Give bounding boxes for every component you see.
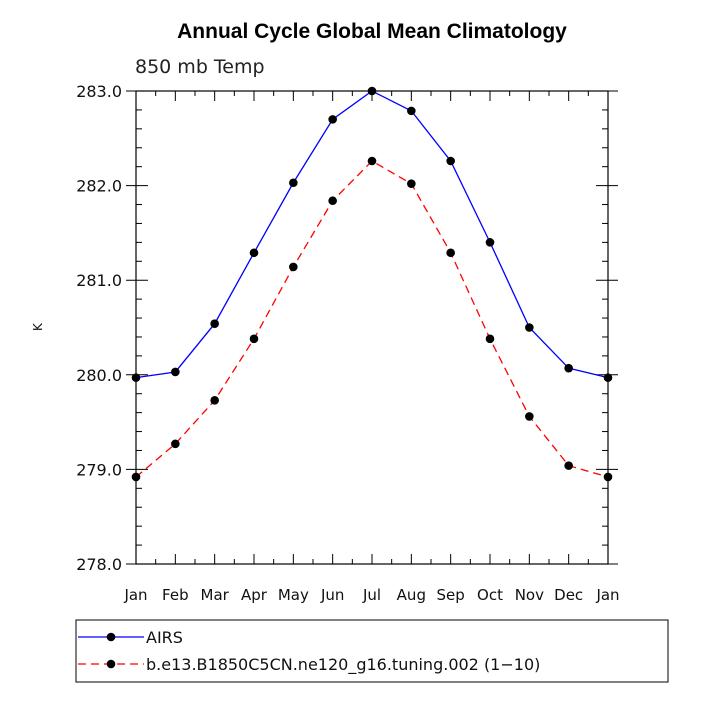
series-1-point <box>210 319 219 329</box>
y-tick-label: 278.0 <box>76 555 122 574</box>
series-2-point <box>131 472 141 482</box>
legend-label-1: AIRS <box>146 628 183 647</box>
series-1-point <box>328 115 337 124</box>
x-tick-label: Jan <box>123 586 147 604</box>
x-tick-labels: Jan Feb Mar Apr May Jun Jul Aug Sep Oct Nov Dec Jan <box>123 586 619 604</box>
series-1-point <box>131 373 141 382</box>
series-2-point <box>525 412 534 421</box>
legend-box <box>75 619 669 683</box>
series-1-point <box>446 156 455 166</box>
series-group <box>131 86 613 482</box>
x-tick-label: Jun <box>320 586 344 604</box>
series-2-point <box>407 179 416 189</box>
legend-label-2: b.e13.B1850C5CN.ne120_g16.tuning.002 (1−… <box>146 655 540 675</box>
y-axis-label: K <box>31 322 45 331</box>
x-tick-label: Feb <box>162 586 189 604</box>
series-1-point <box>564 363 573 373</box>
series-line-1 <box>135 90 609 379</box>
x-tick-label: Nov <box>515 586 544 604</box>
series-1-point <box>367 86 377 96</box>
x-tick-label: Oct <box>477 586 503 604</box>
x-tick-label: Aug <box>397 586 426 604</box>
x-tick-label: May <box>278 586 309 604</box>
series-2-point <box>328 196 337 206</box>
series-2-point <box>603 472 613 482</box>
x-tick-label: Jul <box>362 586 381 604</box>
legend-marker-1 <box>106 632 116 642</box>
y-tick-label: 281.0 <box>76 271 122 290</box>
legend: AIRS b.e13.B1850C5CN.ne120_g16.tuning.002… <box>75 619 669 683</box>
series-2-point <box>485 334 495 344</box>
chart-title: Annual Cycle Global Mean Climatology <box>177 20 567 43</box>
y-tick-label: 279.0 <box>76 460 122 479</box>
chart-subtitle: 850 mb Temp <box>135 56 265 78</box>
series-1-point <box>485 238 495 247</box>
y-tick-labels: 278.0 279.0 280.0 281.0 282.0 283.0 <box>76 82 122 574</box>
y-tick-label: 282.0 <box>76 177 122 196</box>
y-tick-label: 280.0 <box>76 366 122 385</box>
series-2-point <box>171 439 180 449</box>
x-tick-label: Sep <box>437 586 465 604</box>
series-1-point <box>289 178 298 188</box>
series-2-point <box>367 156 377 166</box>
x-tick-label: Dec <box>554 586 583 604</box>
y-tick-label: 283.0 <box>76 82 122 101</box>
series-2-point <box>210 396 219 405</box>
series-2-point <box>446 248 455 258</box>
series-1-point <box>407 106 416 116</box>
x-tick-label: Mar <box>201 586 230 604</box>
series-1-point <box>171 367 180 377</box>
series-2-point <box>249 334 259 344</box>
legend-marker-2 <box>106 659 116 669</box>
series-2-point <box>289 262 298 272</box>
series-line-2 <box>135 160 609 478</box>
x-tick-label: Jan <box>595 586 619 604</box>
x-tick-label: Apr <box>241 586 268 604</box>
series-2-point <box>564 461 573 470</box>
series-1-point <box>249 248 259 258</box>
series-1-point <box>603 373 613 382</box>
series-1-point <box>525 323 534 332</box>
